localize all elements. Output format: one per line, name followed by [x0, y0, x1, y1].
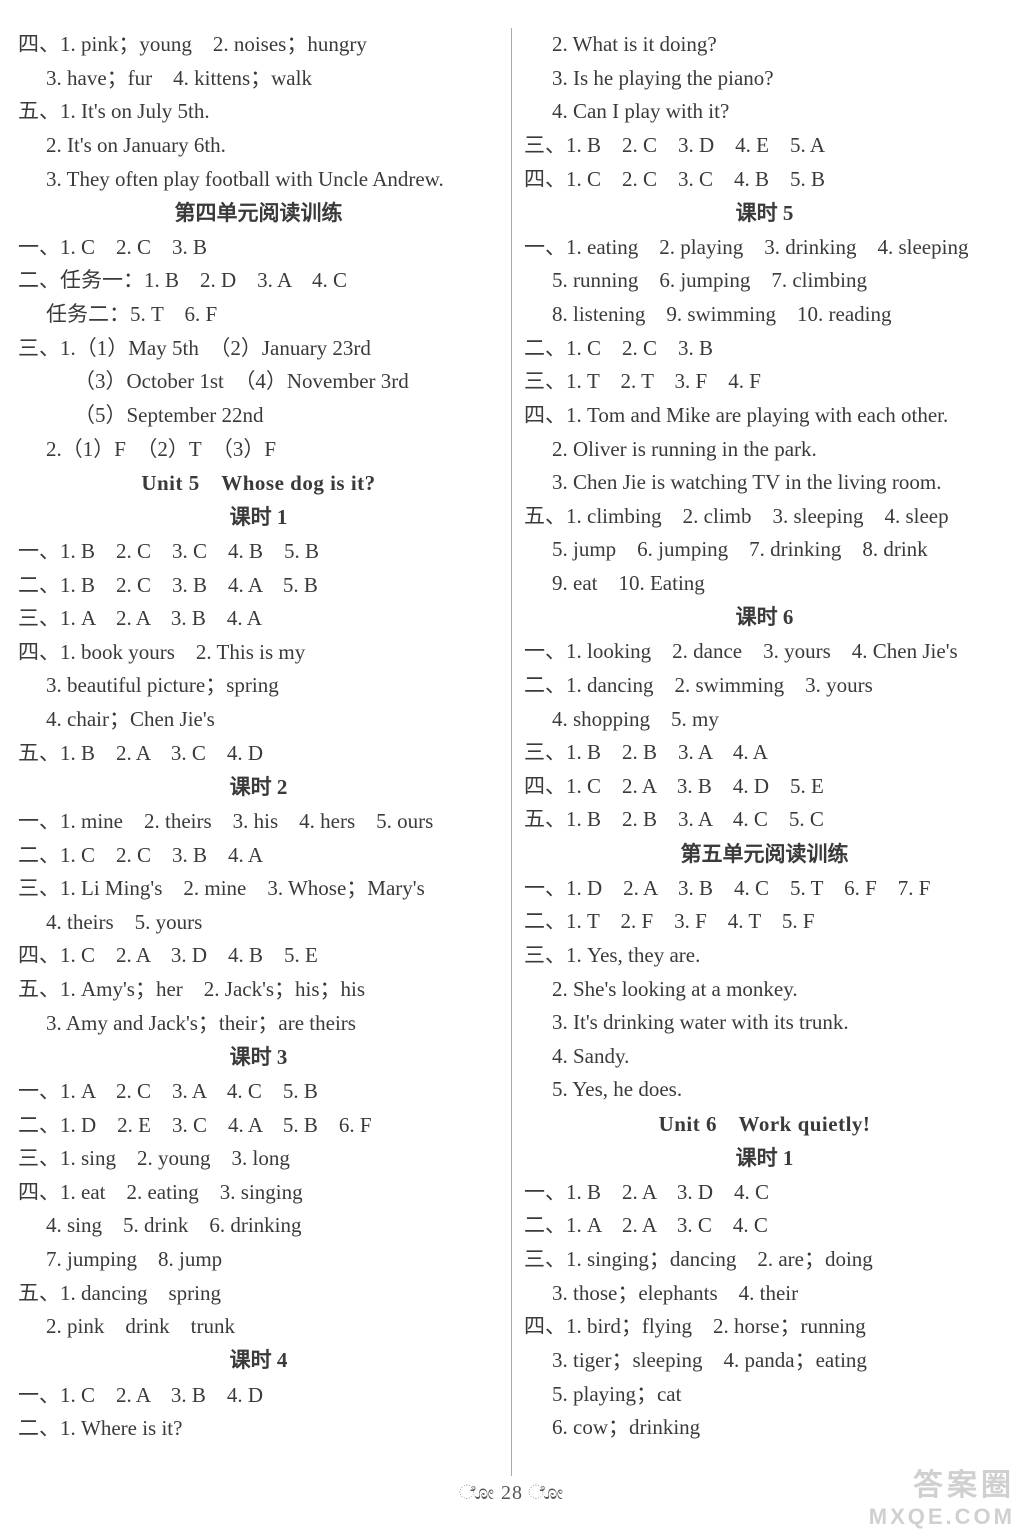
text-line: 2. Oliver is running in the park. — [524, 433, 1005, 465]
text-line: 2. It's on January 6th. — [18, 129, 499, 161]
text-line: 3. Chen Jie is watching TV in the living… — [524, 466, 1005, 498]
text-line: 一、1. C 2. A 3. B 4. D — [18, 1379, 499, 1411]
text-line: 四、1. C 2. A 3. D 4. B 5. E — [18, 939, 499, 971]
text-line: 3. those；elephants 4. their — [524, 1277, 1005, 1309]
text-line: 2. She's looking at a monkey. — [524, 973, 1005, 1005]
text-line: 五、1. B 2. A 3. C 4. D — [18, 737, 499, 769]
text-line: 7. jumping 8. jump — [18, 1243, 499, 1275]
left-column: 四、1. pink；young 2. noises；hungry3. have；… — [18, 28, 512, 1476]
text-line: 4. Sandy. — [524, 1040, 1005, 1072]
text-line: 五、1. dancing spring — [18, 1277, 499, 1309]
text-line: 3. tiger；sleeping 4. panda；eating — [524, 1344, 1005, 1376]
text-line: 三、1. Li Ming's 2. mine 3. Whose；Mary's — [18, 872, 499, 904]
text-line: 任务二：5. T 6. F — [18, 298, 499, 330]
text-line: 二、1. C 2. C 3. B — [524, 332, 1005, 364]
text-line: 9. eat 10. Eating — [524, 567, 1005, 599]
text-line: Unit 6 Work quietly! — [524, 1108, 1005, 1140]
text-line: 4. chair；Chen Jie's — [18, 703, 499, 735]
text-line: 课时 1 — [18, 501, 499, 533]
text-line: 四、1. Tom and Mike are playing with each … — [524, 399, 1005, 431]
text-line: 三、1. singing；dancing 2. are；doing — [524, 1243, 1005, 1275]
text-line: 五、1. climbing 2. climb 3. sleeping 4. sl… — [524, 500, 1005, 532]
text-line: 一、1. A 2. C 3. A 4. C 5. B — [18, 1075, 499, 1107]
text-line: 3. have；fur 4. kittens；walk — [18, 62, 499, 94]
text-line: 3. They often play football with Uncle A… — [18, 163, 499, 195]
watermark-line2: MXQE.COM — [869, 1504, 1015, 1530]
text-line: 3. Amy and Jack's；their；are theirs — [18, 1007, 499, 1039]
text-line: 课时 6 — [524, 601, 1005, 633]
text-line: 五、1. Amy's；her 2. Jack's；his；his — [18, 973, 499, 1005]
text-line: 第五单元阅读训练 — [524, 838, 1005, 870]
text-line: 4. sing 5. drink 6. drinking — [18, 1209, 499, 1241]
text-line: 一、1. looking 2. dance 3. yours 4. Chen J… — [524, 635, 1005, 667]
watermark-line1: 答案圈 — [869, 1460, 1015, 1504]
text-line: 3. Is he playing the piano? — [524, 62, 1005, 94]
text-line: 5. running 6. jumping 7. climbing — [524, 264, 1005, 296]
text-line: Unit 5 Whose dog is it? — [18, 467, 499, 499]
text-line: 一、1. eating 2. playing 3. drinking 4. sl… — [524, 231, 1005, 263]
text-line: 课时 4 — [18, 1344, 499, 1376]
text-line: 三、1. T 2. T 3. F 4. F — [524, 365, 1005, 397]
text-line: 课时 2 — [18, 771, 499, 803]
right-column: 2. What is it doing?3. Is he playing the… — [512, 28, 1005, 1476]
text-line: 课时 1 — [524, 1142, 1005, 1174]
text-line: 二、1. A 2. A 3. C 4. C — [524, 1209, 1005, 1241]
text-line: 二、1. C 2. C 3. B 4. A — [18, 839, 499, 871]
text-line: 二、1. B 2. C 3. B 4. A 5. B — [18, 569, 499, 601]
text-line: 二、1. T 2. F 3. F 4. T 5. F — [524, 905, 1005, 937]
text-line: 四、1. C 2. C 3. C 4. B 5. B — [524, 163, 1005, 195]
text-line: 三、1. A 2. A 3. B 4. A — [18, 602, 499, 634]
text-line: 5. jump 6. jumping 7. drinking 8. drink — [524, 533, 1005, 565]
text-line: 三、1. sing 2. young 3. long — [18, 1142, 499, 1174]
text-line: （5）September 22nd — [18, 399, 499, 431]
text-line: 二、任务一：1. B 2. D 3. A 4. C — [18, 264, 499, 296]
text-line: 4. theirs 5. yours — [18, 906, 499, 938]
text-line: 四、1. pink；young 2. noises；hungry — [18, 28, 499, 60]
text-line: 一、1. B 2. C 3. C 4. B 5. B — [18, 535, 499, 567]
text-line: 2.（1）F （2）T （3）F — [18, 433, 499, 465]
text-line: 3. It's drinking water with its trunk. — [524, 1006, 1005, 1038]
text-line: 课时 5 — [524, 197, 1005, 229]
text-line: 3. beautiful picture；spring — [18, 669, 499, 701]
watermark: 答案圈 MXQE.COM — [869, 1460, 1015, 1530]
text-line: 四、1. eat 2. eating 3. singing — [18, 1176, 499, 1208]
text-line: 三、1. B 2. C 3. D 4. E 5. A — [524, 129, 1005, 161]
text-line: 2. pink drink trunk — [18, 1310, 499, 1342]
page-columns: 四、1. pink；young 2. noises；hungry3. have；… — [0, 0, 1023, 1476]
text-line: 二、1. Where is it? — [18, 1412, 499, 1444]
text-line: 4. shopping 5. my — [524, 703, 1005, 735]
text-line: 三、1. B 2. B 3. A 4. A — [524, 736, 1005, 768]
text-line: 8. listening 9. swimming 10. reading — [524, 298, 1005, 330]
text-line: 五、1. It's on July 5th. — [18, 95, 499, 127]
text-line: 课时 3 — [18, 1041, 499, 1073]
text-line: 第四单元阅读训练 — [18, 197, 499, 229]
text-line: 二、1. D 2. E 3. C 4. A 5. B 6. F — [18, 1109, 499, 1141]
text-line: 5. Yes, he does. — [524, 1073, 1005, 1105]
text-line: 五、1. B 2. B 3. A 4. C 5. C — [524, 803, 1005, 835]
text-line: 四、1. book yours 2. This is my — [18, 636, 499, 668]
text-line: 一、1. C 2. C 3. B — [18, 231, 499, 263]
text-line: 一、1. D 2. A 3. B 4. C 5. T 6. F 7. F — [524, 872, 1005, 904]
text-line: 2. What is it doing? — [524, 28, 1005, 60]
text-line: 4. Can I play with it? — [524, 95, 1005, 127]
text-line: 三、1. Yes, they are. — [524, 939, 1005, 971]
text-line: 一、1. B 2. A 3. D 4. C — [524, 1176, 1005, 1208]
text-line: 一、1. mine 2. theirs 3. his 4. hers 5. ou… — [18, 805, 499, 837]
text-line: 二、1. dancing 2. swimming 3. yours — [524, 669, 1005, 701]
text-line: （3）October 1st （4）November 3rd — [18, 365, 499, 397]
text-line: 四、1. bird；flying 2. horse；running — [524, 1310, 1005, 1342]
text-line: 四、1. C 2. A 3. B 4. D 5. E — [524, 770, 1005, 802]
text-line: 5. playing；cat — [524, 1378, 1005, 1410]
text-line: 6. cow；drinking — [524, 1411, 1005, 1443]
text-line: 三、1.（1）May 5th （2）January 23rd — [18, 332, 499, 364]
